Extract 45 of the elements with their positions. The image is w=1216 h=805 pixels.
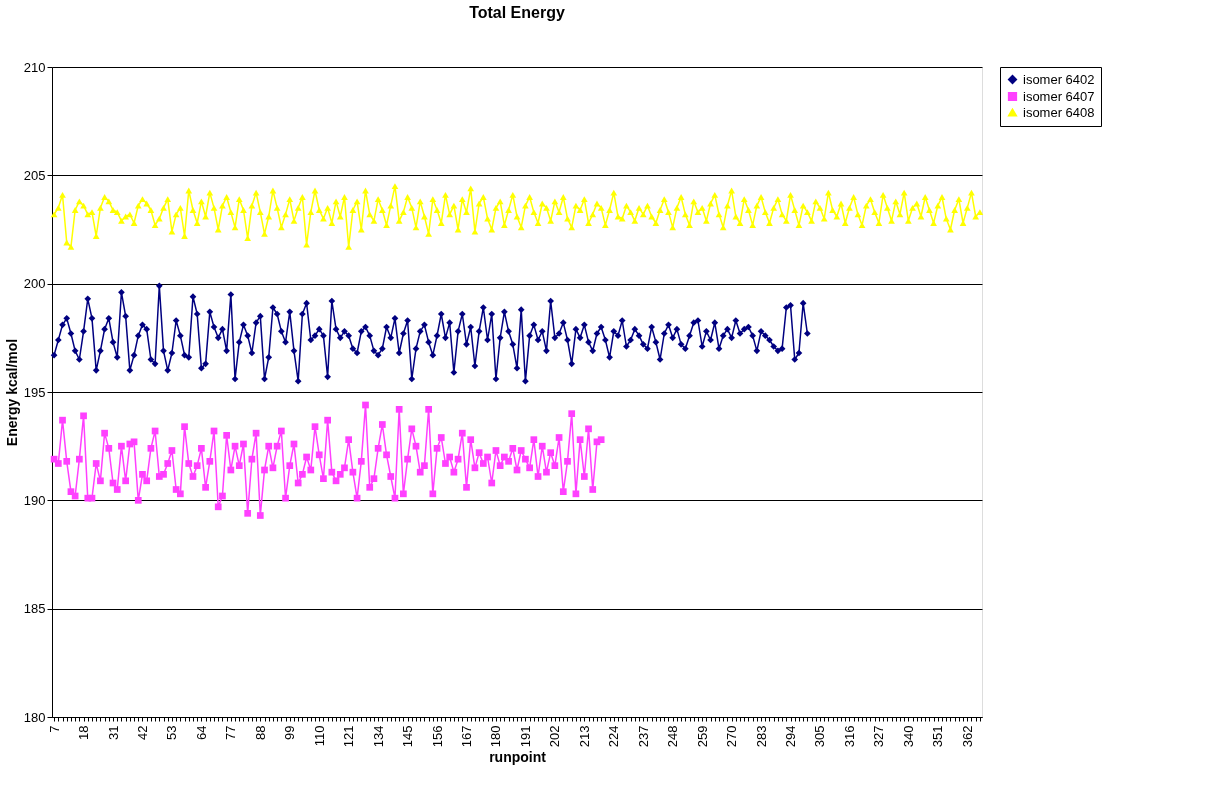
x-tick-label: 53 [164, 725, 180, 740]
y-tick-label: 185 [23, 601, 46, 617]
legend-label: isomer 6407 [1023, 88, 1095, 104]
x-tick-label: 110 [311, 725, 327, 747]
x-tick-label: 340 [900, 725, 916, 748]
legend-label: isomer 6402 [1023, 71, 1095, 87]
x-tick-label: 351 [930, 725, 946, 748]
x-tick-label: 237 [635, 725, 651, 748]
x-tick-label: 88 [252, 725, 268, 740]
x-tick-label: 42 [134, 725, 150, 740]
y-tick-label: 195 [23, 384, 46, 400]
x-tick-label: 180 [488, 725, 504, 748]
y-axis-title: Energy kcal/mol [3, 338, 20, 447]
y-tick-label: 205 [23, 167, 46, 183]
x-tick-label: 270 [724, 725, 740, 748]
x-tick-label: 259 [694, 725, 710, 748]
x-tick-label: 64 [193, 725, 209, 740]
x-tick-label: 156 [429, 725, 445, 748]
x-tick-label: 167 [459, 725, 474, 748]
x-tick-label: 362 [959, 725, 975, 748]
x-tick-label: 77 [223, 725, 239, 740]
x-tick-label: 191 [517, 725, 533, 748]
x-tick-label: 31 [105, 725, 121, 740]
y-tick-label: 180 [23, 709, 46, 725]
x-tick-label: 18 [76, 725, 92, 740]
x-tick-label: 134 [370, 725, 386, 748]
x-axis-title: runpoint [489, 749, 547, 766]
x-tick-label: 316 [841, 725, 857, 748]
x-tick-label: 145 [400, 725, 416, 748]
x-tick-label: 283 [753, 725, 769, 748]
x-tick-label: 224 [606, 725, 622, 748]
x-tick-label: 305 [812, 725, 828, 748]
legend-label: isomer 6408 [1023, 104, 1095, 120]
x-tick-label: 202 [547, 725, 563, 748]
x-tick-label: 7 [46, 725, 62, 733]
y-tick-label: 200 [23, 276, 46, 292]
chart-title: Total Energy [469, 4, 565, 21]
y-tick-label: 190 [23, 492, 46, 508]
x-tick-label: 121 [341, 725, 357, 748]
y-tick-label: 210 [23, 59, 46, 75]
x-tick-label: 294 [783, 725, 799, 748]
x-tick-label: 248 [665, 725, 681, 748]
x-tick-label: 213 [576, 725, 592, 748]
x-tick-label: 327 [871, 725, 887, 748]
x-tick-label: 99 [282, 725, 298, 740]
